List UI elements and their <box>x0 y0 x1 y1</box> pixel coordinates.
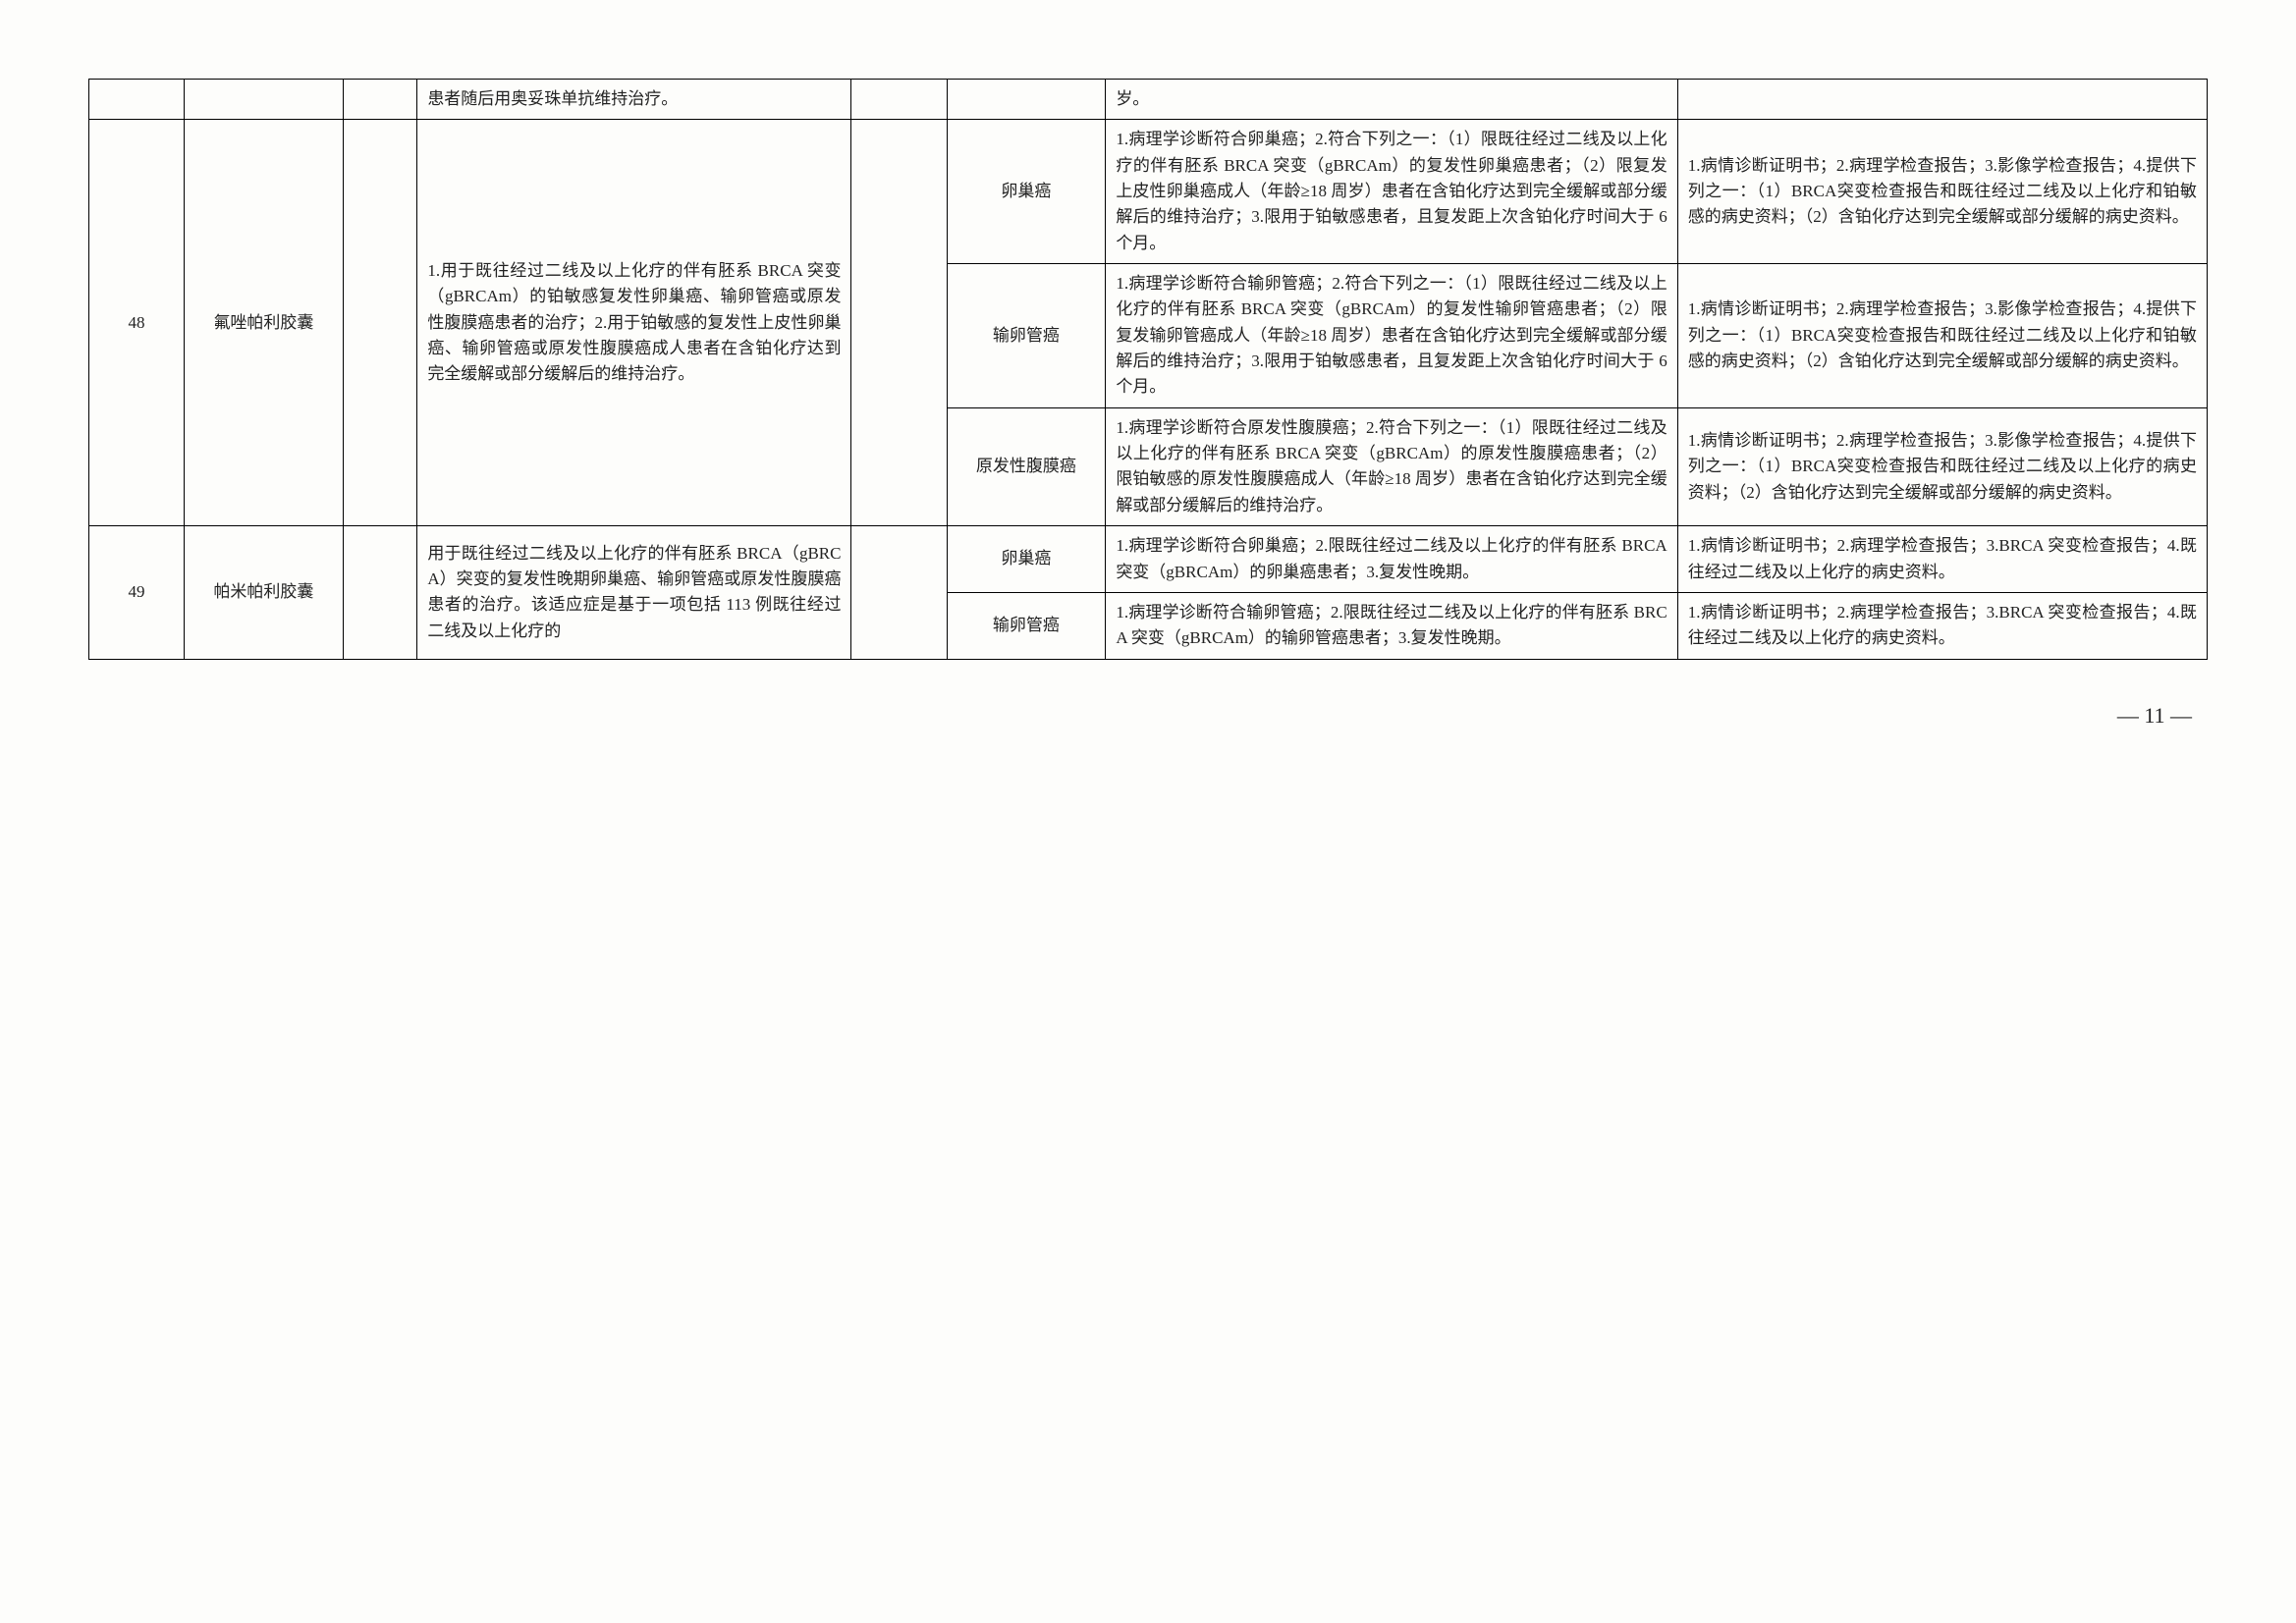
table-row: 患者随后用奥妥珠单抗维持治疗。 岁。 <box>89 80 2208 120</box>
table-row: 49 帕米帕利胶囊 用于既往经过二线及以上化疗的伴有胚系 BRCA（gBRCA）… <box>89 526 2208 593</box>
cell-blank <box>851 120 947 526</box>
cell-indication: 1.用于既往经过二线及以上化疗的伴有胚系 BRCA 突变（gBRCAm）的铂敏感… <box>417 120 851 526</box>
cell-drug: 氟唑帕利胶囊 <box>185 120 344 526</box>
cell-indication: 患者随后用奥妥珠单抗维持治疗。 <box>417 80 851 120</box>
cell-condition: 1.病理学诊断符合输卵管癌；2.限既往经过二线及以上化疗的伴有胚系 BRCA 突… <box>1106 592 1677 659</box>
cell-site: 原发性腹膜癌 <box>947 407 1106 525</box>
cell-site: 卵巢癌 <box>947 120 1106 264</box>
cell-condition: 1.病理学诊断符合原发性腹膜癌；2.符合下列之一：（1）限既往经过二线及以上化疗… <box>1106 407 1677 525</box>
cell-material: 1.病情诊断证明书；2.病理学检查报告；3.影像学检查报告；4.提供下列之一：（… <box>1677 264 2207 408</box>
cell-drug: 帕米帕利胶囊 <box>185 526 344 659</box>
cell-number: 48 <box>89 120 185 526</box>
cell-blank <box>343 80 416 120</box>
cell-material: 1.病情诊断证明书；2.病理学检查报告；3.影像学检查报告；4.提供下列之一：（… <box>1677 120 2207 264</box>
cell-site: 输卵管癌 <box>947 264 1106 408</box>
cell-indication: 用于既往经过二线及以上化疗的伴有胚系 BRCA（gBRCA）突变的复发性晚期卵巢… <box>417 526 851 659</box>
page-number: — 11 — <box>88 699 2208 732</box>
cell-blank <box>343 120 416 526</box>
cell-number: 49 <box>89 526 185 659</box>
regulation-table: 患者随后用奥妥珠单抗维持治疗。 岁。 48 氟唑帕利胶囊 1.用于既往经过二线及… <box>88 79 2208 660</box>
cell-condition: 岁。 <box>1106 80 1677 120</box>
cell-site: 输卵管癌 <box>947 592 1106 659</box>
cell-blank <box>947 80 1106 120</box>
cell-condition: 1.病理学诊断符合卵巢癌；2.限既往经过二线及以上化疗的伴有胚系 BRCA 突变… <box>1106 526 1677 593</box>
cell-blank <box>343 526 416 659</box>
cell-blank <box>89 80 185 120</box>
cell-site: 卵巢癌 <box>947 526 1106 593</box>
cell-material: 1.病情诊断证明书；2.病理学检查报告；3.影像学检查报告；4.提供下列之一：（… <box>1677 407 2207 525</box>
cell-blank <box>851 526 947 659</box>
cell-material: 1.病情诊断证明书；2.病理学检查报告；3.BRCA 突变检查报告；4.既往经过… <box>1677 592 2207 659</box>
cell-blank <box>1677 80 2207 120</box>
table-row: 48 氟唑帕利胶囊 1.用于既往经过二线及以上化疗的伴有胚系 BRCA 突变（g… <box>89 120 2208 264</box>
cell-blank <box>185 80 344 120</box>
cell-condition: 1.病理学诊断符合输卵管癌；2.符合下列之一：（1）限既往经过二线及以上化疗的伴… <box>1106 264 1677 408</box>
cell-material: 1.病情诊断证明书；2.病理学检查报告；3.BRCA 突变检查报告；4.既往经过… <box>1677 526 2207 593</box>
cell-blank <box>851 80 947 120</box>
cell-condition: 1.病理学诊断符合卵巢癌；2.符合下列之一：（1）限既往经过二线及以上化疗的伴有… <box>1106 120 1677 264</box>
